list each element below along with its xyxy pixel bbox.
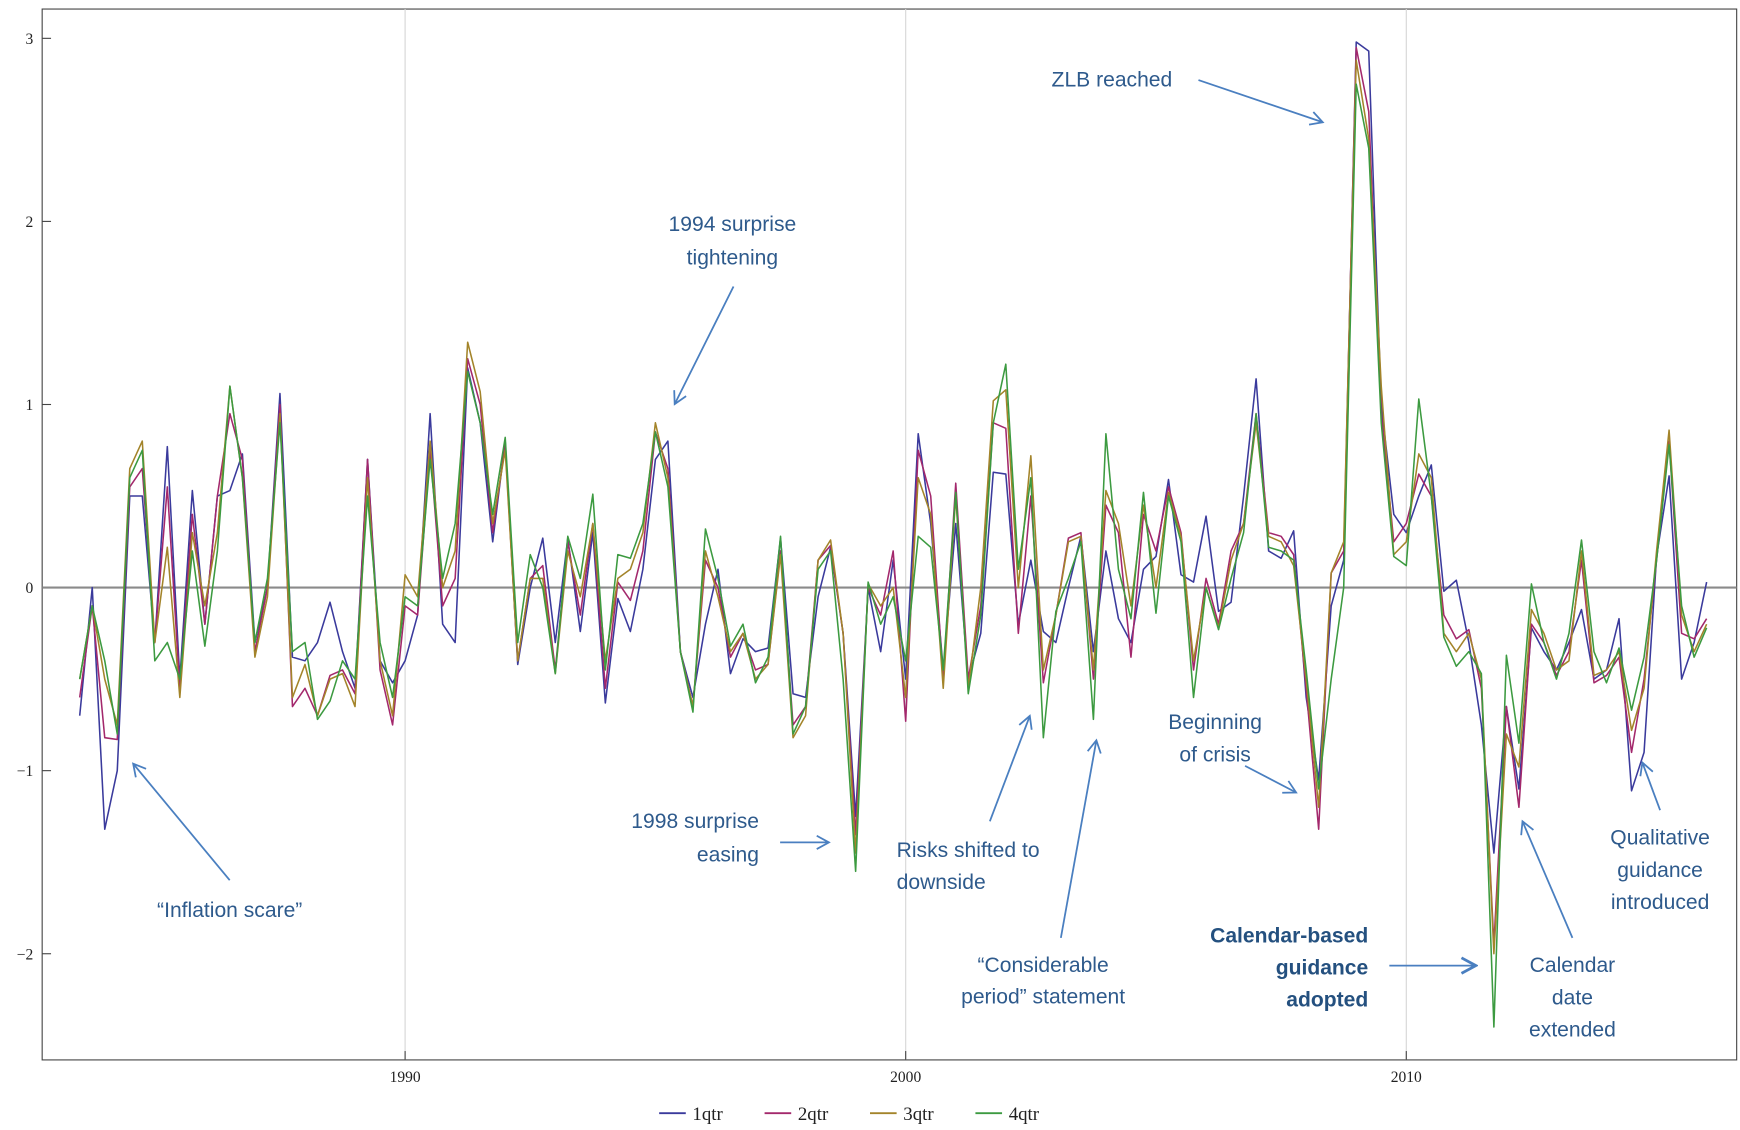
- annotation: downside: [897, 871, 986, 894]
- legend: 1qtr 2qtr 3qtr 4qtr: [659, 1104, 1040, 1125]
- annotation: 1998 surprise: [631, 810, 759, 833]
- annotation: tightening: [687, 246, 778, 269]
- annotation: easing: [697, 843, 759, 866]
- annotation: of crisis: [1179, 743, 1250, 766]
- y-tick-label: 0: [26, 580, 34, 597]
- y-tick-label: 1: [26, 397, 34, 414]
- arrow: [1244, 765, 1298, 794]
- annotation: Risks shifted to: [897, 839, 1040, 862]
- annotation: Calendar: [1530, 954, 1616, 977]
- arrow: [1639, 760, 1661, 811]
- legend-label: 1qtr: [692, 1104, 723, 1125]
- series-line: [78, 59, 1708, 955]
- annotation: Beginning: [1168, 711, 1262, 734]
- series-line: [78, 41, 1708, 854]
- annotation: ZLB reached: [1052, 69, 1173, 92]
- arrow: [673, 286, 735, 406]
- annotation: extended: [1529, 1019, 1616, 1042]
- series-line: [78, 83, 1708, 1028]
- annotations: ZLB reached 1994 surprise tightening “In…: [157, 69, 1710, 1042]
- y-tick-label: −1: [17, 763, 34, 780]
- x-tick-label: 2000: [890, 1069, 921, 1086]
- plot-frame: [41, 8, 1738, 1061]
- annotation: guidance: [1617, 859, 1703, 882]
- annotation: Qualitative: [1610, 827, 1710, 850]
- series-line: [78, 46, 1708, 946]
- x-tick-label: 2010: [1391, 1069, 1422, 1086]
- annotation: Calendar-based: [1210, 924, 1368, 947]
- annotation-arrows: [131, 79, 1661, 966]
- grid: 1990 2000 2010 3 2 1 0 −1 −2: [17, 9, 1737, 1086]
- annotation: “Inflation scare”: [157, 899, 302, 922]
- arrow: [1059, 738, 1102, 939]
- x-tick-label: 1990: [390, 1069, 421, 1086]
- y-tick-label: 2: [26, 214, 34, 231]
- annotation: 1994 surprise: [669, 213, 797, 236]
- legend-label: 2qtr: [798, 1104, 829, 1125]
- annotation: guidance: [1276, 956, 1369, 979]
- annotation: “Considerable: [977, 954, 1108, 977]
- arrow: [989, 714, 1033, 822]
- lines: [78, 41, 1708, 1028]
- arrow: [1198, 79, 1325, 126]
- y-tick-label: 3: [26, 31, 34, 48]
- legend-label: 4qtr: [1009, 1104, 1040, 1125]
- y-tick-label: −2: [17, 946, 34, 963]
- annotation: date: [1552, 986, 1593, 1009]
- annotation: introduced: [1611, 891, 1709, 914]
- arrow: [131, 762, 231, 881]
- annotation: adopted: [1286, 989, 1368, 1012]
- arrow: [1520, 819, 1574, 939]
- legend-label: 3qtr: [903, 1104, 934, 1125]
- annotation: period” statement: [961, 985, 1125, 1008]
